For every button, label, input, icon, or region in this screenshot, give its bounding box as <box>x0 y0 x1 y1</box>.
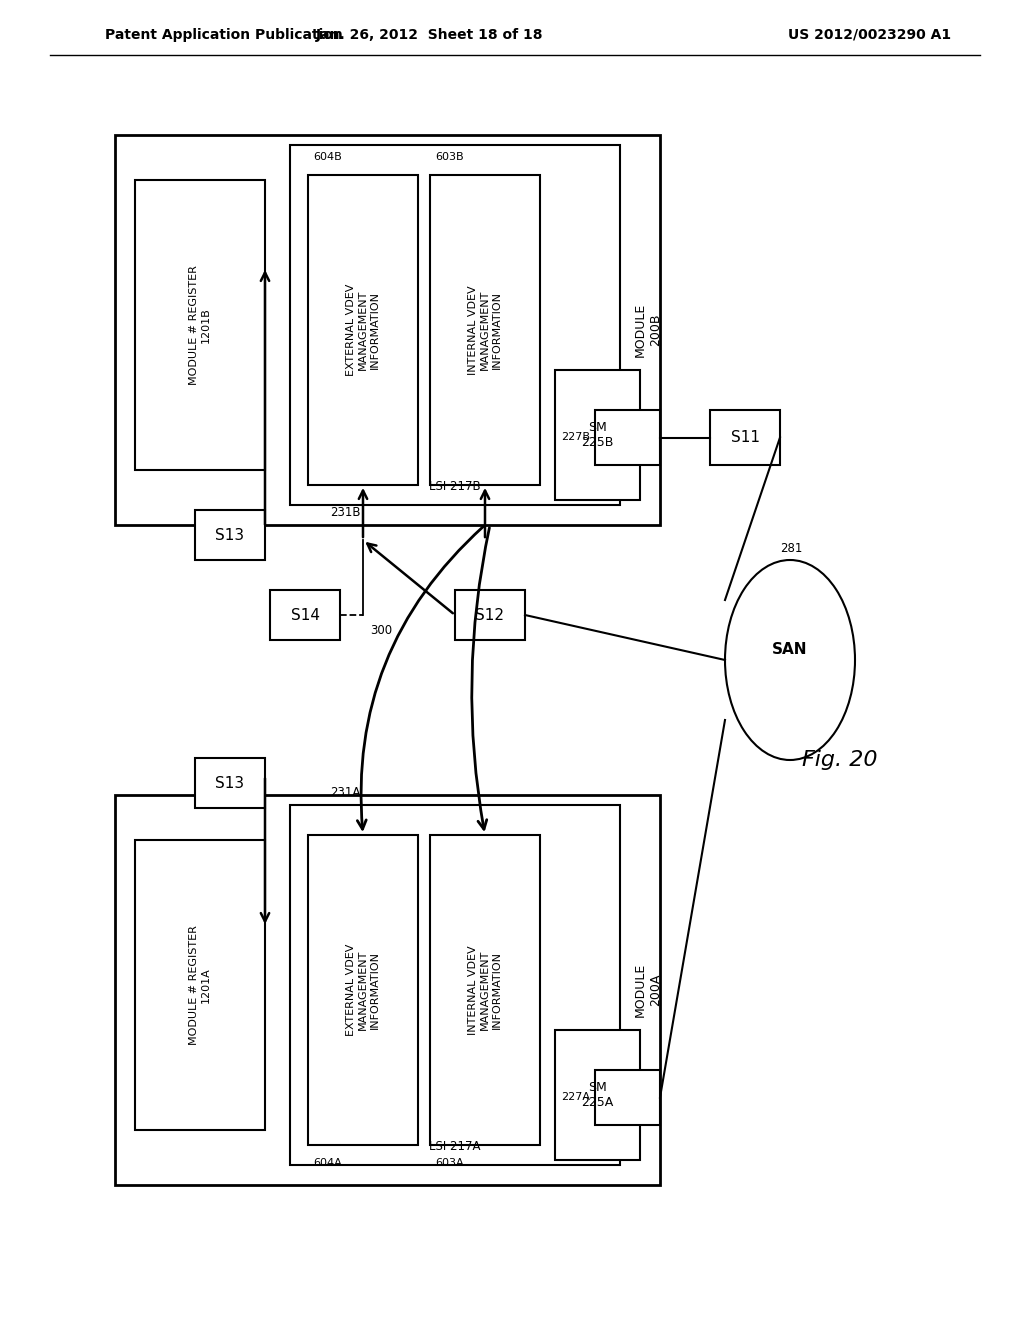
Text: LSI 217B: LSI 217B <box>429 480 481 492</box>
Text: 300: 300 <box>370 623 392 636</box>
Text: Fig. 20: Fig. 20 <box>802 750 878 770</box>
Text: 604B: 604B <box>313 152 342 162</box>
Text: MODULE
200A: MODULE 200A <box>634 962 662 1018</box>
Bar <box>195 510 265 560</box>
Bar <box>290 805 620 1166</box>
Text: Jan. 26, 2012  Sheet 18 of 18: Jan. 26, 2012 Sheet 18 of 18 <box>316 28 544 42</box>
Text: S12: S12 <box>475 607 505 623</box>
Bar <box>195 758 265 808</box>
Text: 231B: 231B <box>330 506 360 519</box>
Text: 227B: 227B <box>561 433 590 442</box>
Text: S13: S13 <box>215 776 245 791</box>
Bar <box>595 411 660 465</box>
Text: 281: 281 <box>780 543 803 554</box>
Text: 231A: 231A <box>330 785 360 799</box>
Bar <box>430 176 540 484</box>
Text: S11: S11 <box>730 430 760 445</box>
Text: MODULE # REGISTER
1201A: MODULE # REGISTER 1201A <box>189 925 211 1045</box>
Text: SAN: SAN <box>772 643 808 657</box>
Bar <box>270 590 340 640</box>
Bar <box>710 411 780 465</box>
Text: SM
225B: SM 225B <box>582 421 613 449</box>
Bar <box>430 836 540 1144</box>
Bar <box>290 145 620 506</box>
Bar <box>555 370 640 500</box>
Bar <box>115 795 660 1185</box>
Text: MODULE
200B: MODULE 200B <box>634 302 662 358</box>
Text: S14: S14 <box>291 607 319 623</box>
Text: INTERNAL VDEV
MANAGEMENT
INFORMATION: INTERNAL VDEV MANAGEMENT INFORMATION <box>468 945 502 1035</box>
Bar <box>455 590 525 640</box>
Ellipse shape <box>725 560 855 760</box>
Text: SM
225A: SM 225A <box>582 1081 613 1109</box>
Text: MODULE # REGISTER
1201B: MODULE # REGISTER 1201B <box>189 265 211 385</box>
Text: EXTERNAL VDEV
MANAGEMENT
INFORMATION: EXTERNAL VDEV MANAGEMENT INFORMATION <box>346 284 380 376</box>
Text: 603A: 603A <box>435 1158 464 1168</box>
Text: 604A: 604A <box>313 1158 342 1168</box>
Bar <box>135 180 265 470</box>
Bar <box>595 1071 660 1125</box>
Text: 603B: 603B <box>435 152 464 162</box>
Text: EXTERNAL VDEV
MANAGEMENT
INFORMATION: EXTERNAL VDEV MANAGEMENT INFORMATION <box>346 944 380 1036</box>
Text: 227A: 227A <box>561 1093 590 1102</box>
Bar <box>555 1030 640 1160</box>
Text: Patent Application Publication: Patent Application Publication <box>105 28 343 42</box>
Bar <box>135 840 265 1130</box>
Text: S13: S13 <box>215 528 245 543</box>
Bar <box>308 836 418 1144</box>
Bar <box>115 135 660 525</box>
Text: US 2012/0023290 A1: US 2012/0023290 A1 <box>788 28 951 42</box>
Bar <box>308 176 418 484</box>
Text: LSI 217A: LSI 217A <box>429 1140 480 1152</box>
Text: INTERNAL VDEV
MANAGEMENT
INFORMATION: INTERNAL VDEV MANAGEMENT INFORMATION <box>468 285 502 375</box>
